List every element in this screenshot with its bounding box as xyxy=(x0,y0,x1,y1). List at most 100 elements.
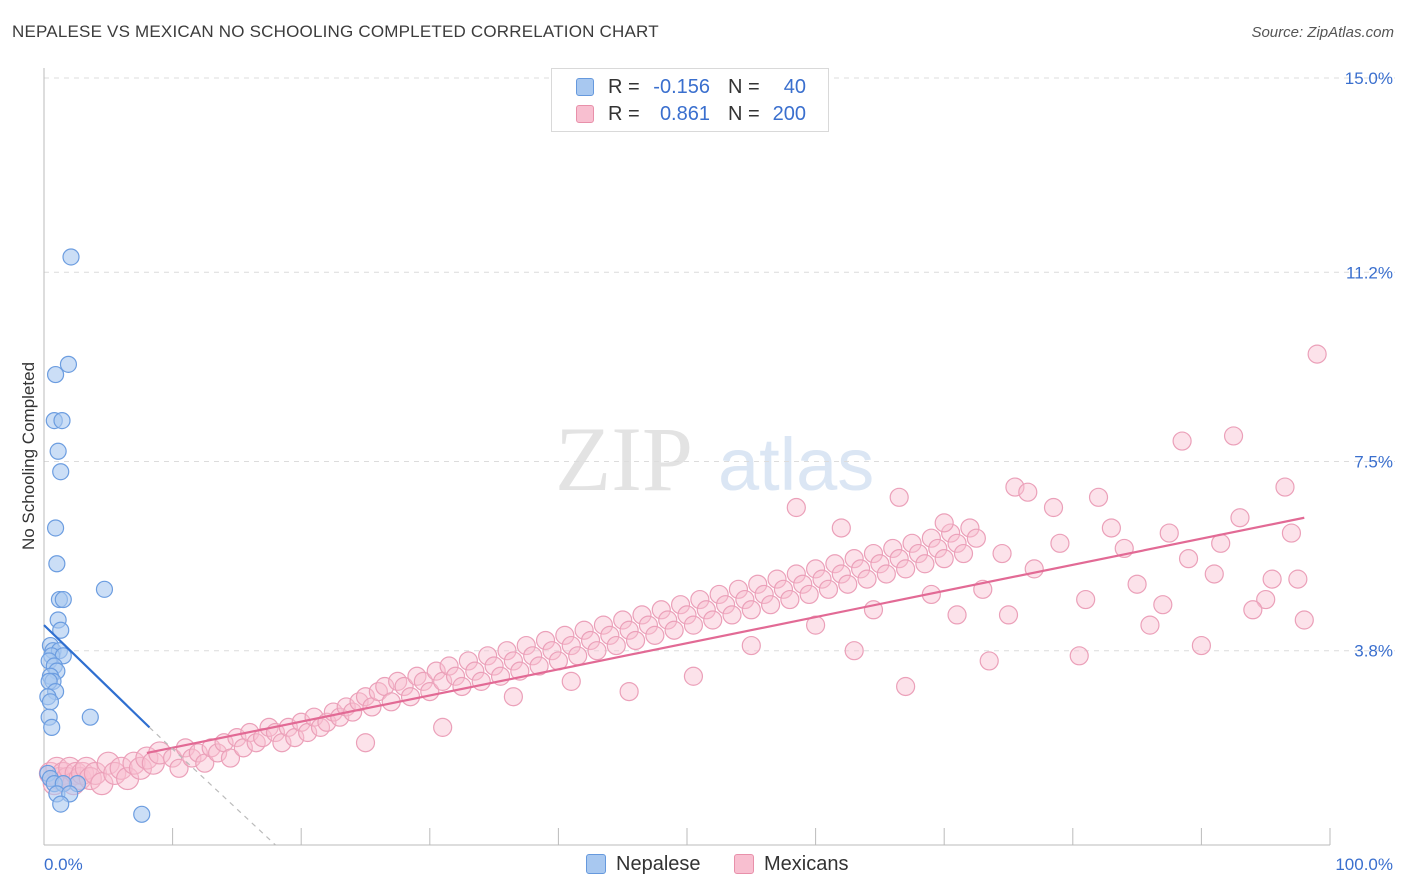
legend-swatch-mexicans xyxy=(576,105,594,123)
mexican-point xyxy=(426,661,446,681)
legend-row-mexicans: R = 0.861 N = 200 xyxy=(576,102,806,126)
mexican-point xyxy=(780,589,800,610)
x-tick-label-max: 100.0% xyxy=(1335,855,1393,874)
mexican-point xyxy=(452,676,472,697)
watermark-zip: ZIP xyxy=(555,408,693,510)
mexican-point xyxy=(709,584,729,605)
mexican-point xyxy=(529,656,549,676)
trend-lines xyxy=(43,516,1305,846)
mexican-point xyxy=(169,758,189,778)
mexican-point xyxy=(715,595,736,615)
mexican-point xyxy=(1127,574,1147,594)
mexican-point xyxy=(1281,523,1302,543)
mexican-point xyxy=(793,574,813,594)
mexican-point xyxy=(870,554,890,574)
series-legend-mexicans: Mexicans xyxy=(734,851,848,877)
mexican-point xyxy=(947,533,967,553)
mexican-point xyxy=(503,687,523,707)
mexican-point xyxy=(516,635,536,656)
mexican-point xyxy=(1088,487,1109,507)
nepalese-point xyxy=(133,805,151,823)
mexican-point xyxy=(992,543,1012,564)
legend-n-value: 40 xyxy=(783,75,806,98)
mexican-point xyxy=(1256,589,1276,610)
mexican-point xyxy=(413,671,433,691)
mexican-point xyxy=(1288,569,1308,589)
x-tick-label-min: 0.0% xyxy=(44,855,83,874)
mexican-point xyxy=(1101,518,1121,538)
mexican-point xyxy=(754,584,774,605)
mexican-point xyxy=(741,635,761,656)
mexican-point xyxy=(433,717,453,737)
mexican-point xyxy=(722,605,742,625)
nepalese-point xyxy=(48,555,66,573)
mexican-point xyxy=(966,528,986,548)
mexican-point xyxy=(953,543,974,564)
nepalese-point xyxy=(54,590,72,609)
correlation-legend: R = -0.156 N = 40 R = 0.861 N = 200 xyxy=(551,68,829,132)
mexican-point xyxy=(561,635,581,656)
mexican-point xyxy=(188,743,208,763)
nepalese-trend-line xyxy=(43,624,151,729)
mexican-point xyxy=(799,584,819,605)
mexican-point xyxy=(478,646,498,666)
mexican-point xyxy=(625,630,646,651)
mexican-point xyxy=(1024,559,1044,579)
mexican-point xyxy=(889,487,909,507)
y-tick-label: 3.8% xyxy=(1354,642,1393,661)
mexican-point xyxy=(497,641,517,661)
nepalese-point xyxy=(43,718,61,736)
legend-n-label: N = xyxy=(728,102,760,125)
nepalese-point xyxy=(49,442,67,460)
mexican-point xyxy=(1172,431,1192,451)
mexican-point xyxy=(947,605,967,625)
mexican-point xyxy=(831,564,851,584)
mexican-point xyxy=(934,549,954,569)
mexican-point xyxy=(355,687,376,707)
nepalese-point xyxy=(52,795,70,813)
mexican-point xyxy=(979,651,999,671)
mexican-point xyxy=(503,651,523,671)
mexican-point xyxy=(908,543,929,564)
mexican-point xyxy=(208,743,228,763)
y-tick-label: 11.2% xyxy=(1346,263,1393,282)
y-axis-label: No Schooling Completed xyxy=(19,362,38,550)
mexican-point xyxy=(844,549,864,569)
nepalese-point xyxy=(46,365,65,384)
nepalese-point xyxy=(95,580,114,598)
mexican-point xyxy=(115,766,140,791)
nepalese-point xyxy=(52,621,70,639)
mexican-point xyxy=(407,666,427,686)
mexican-point xyxy=(1223,426,1244,446)
series-swatch-nepalese xyxy=(586,854,606,874)
mexican-point xyxy=(439,656,459,676)
mexican-point xyxy=(368,681,388,702)
mexican-point xyxy=(561,671,581,691)
mexican-point xyxy=(388,671,408,691)
nepalese-point xyxy=(81,708,99,726)
mexican-point xyxy=(934,513,954,533)
mexican-point xyxy=(619,681,639,702)
mexican-point xyxy=(805,559,826,579)
watermark-atlas: atlas xyxy=(718,423,874,506)
mexican-point xyxy=(651,600,671,620)
mexican-point xyxy=(1018,482,1038,502)
mexican-point xyxy=(838,574,858,594)
mexican-point xyxy=(458,651,478,671)
mexican-point xyxy=(818,579,839,599)
y-tick-label: 15.0% xyxy=(1345,69,1393,88)
mexican-point xyxy=(741,600,761,620)
chart-source: Source: ZipAtlas.com xyxy=(1251,24,1394,41)
legend-r-value: 0.861 xyxy=(659,102,710,125)
mexican-point xyxy=(400,687,421,707)
mexican-point xyxy=(1204,564,1224,584)
mexican-point xyxy=(638,615,659,635)
tick-labels: 3.8% 7.5% 11.2% 15.0% 0.0% 100.0% xyxy=(44,69,1393,874)
mexican-point xyxy=(831,518,851,538)
mexican-point xyxy=(1076,589,1096,610)
mexican-point xyxy=(1069,646,1089,666)
mexican-point xyxy=(1275,477,1295,497)
mexican-point xyxy=(683,666,704,686)
mexican-point xyxy=(1005,477,1025,497)
